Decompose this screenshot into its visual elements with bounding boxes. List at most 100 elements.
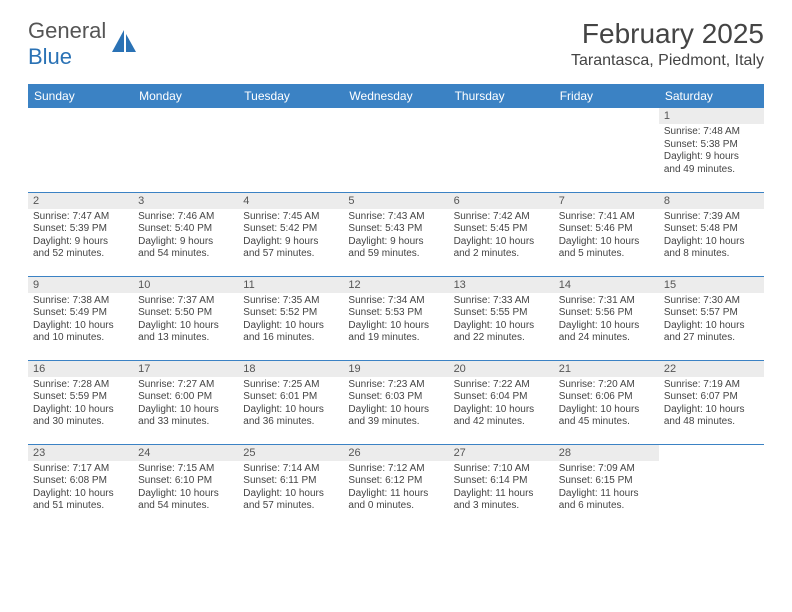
day-day1: Daylight: 10 hours xyxy=(243,320,338,333)
day-details: Sunrise: 7:27 AMSunset: 6:00 PMDaylight:… xyxy=(133,378,238,432)
day-number: 26 xyxy=(343,445,448,461)
day-sunset: Sunset: 6:07 PM xyxy=(664,391,759,404)
calendar-cell: 18Sunrise: 7:25 AMSunset: 6:01 PMDayligh… xyxy=(238,360,343,444)
calendar-cell: 9Sunrise: 7:38 AMSunset: 5:49 PMDaylight… xyxy=(28,276,133,360)
day-details: Sunrise: 7:20 AMSunset: 6:06 PMDaylight:… xyxy=(554,378,659,432)
day-details: Sunrise: 7:42 AMSunset: 5:45 PMDaylight:… xyxy=(449,210,554,264)
day-sunset: Sunset: 6:12 PM xyxy=(348,475,443,488)
day-sunset: Sunset: 5:53 PM xyxy=(348,307,443,320)
calendar-cell: 21Sunrise: 7:20 AMSunset: 6:06 PMDayligh… xyxy=(554,360,659,444)
day-day2: and 52 minutes. xyxy=(33,248,128,261)
day-details: Sunrise: 7:39 AMSunset: 5:48 PMDaylight:… xyxy=(659,210,764,264)
day-day1: Daylight: 10 hours xyxy=(664,404,759,417)
day-sunrise: Sunrise: 7:15 AM xyxy=(138,463,233,476)
day-day2: and 45 minutes. xyxy=(559,416,654,429)
day-number: 13 xyxy=(449,277,554,293)
day-sunrise: Sunrise: 7:09 AM xyxy=(559,463,654,476)
day-day2: and 6 minutes. xyxy=(559,500,654,513)
day-sunset: Sunset: 5:46 PM xyxy=(559,223,654,236)
day-header: Tuesday xyxy=(238,84,343,108)
day-sunset: Sunset: 5:50 PM xyxy=(138,307,233,320)
calendar-cell-empty xyxy=(659,444,764,528)
day-day1: Daylight: 10 hours xyxy=(664,320,759,333)
calendar-cell: 3Sunrise: 7:46 AMSunset: 5:40 PMDaylight… xyxy=(133,192,238,276)
day-sunset: Sunset: 6:04 PM xyxy=(454,391,549,404)
day-sunset: Sunset: 5:38 PM xyxy=(664,139,759,152)
day-sunset: Sunset: 5:56 PM xyxy=(559,307,654,320)
day-day1: Daylight: 10 hours xyxy=(454,404,549,417)
day-details: Sunrise: 7:47 AMSunset: 5:39 PMDaylight:… xyxy=(28,210,133,264)
day-details: Sunrise: 7:19 AMSunset: 6:07 PMDaylight:… xyxy=(659,378,764,432)
day-number: 28 xyxy=(554,445,659,461)
calendar-cell: 15Sunrise: 7:30 AMSunset: 5:57 PMDayligh… xyxy=(659,276,764,360)
day-day1: Daylight: 10 hours xyxy=(33,404,128,417)
day-number: 10 xyxy=(133,277,238,293)
day-sunrise: Sunrise: 7:33 AM xyxy=(454,295,549,308)
day-sunrise: Sunrise: 7:25 AM xyxy=(243,379,338,392)
day-number: 18 xyxy=(238,361,343,377)
calendar-cell: 5Sunrise: 7:43 AMSunset: 5:43 PMDaylight… xyxy=(343,192,448,276)
logo-text-2: Blue xyxy=(28,44,72,69)
day-sunrise: Sunrise: 7:34 AM xyxy=(348,295,443,308)
day-day1: Daylight: 10 hours xyxy=(348,404,443,417)
day-number: 8 xyxy=(659,193,764,209)
day-day2: and 5 minutes. xyxy=(559,248,654,261)
day-details: Sunrise: 7:31 AMSunset: 5:56 PMDaylight:… xyxy=(554,294,659,348)
day-day1: Daylight: 9 hours xyxy=(243,236,338,249)
day-sunset: Sunset: 6:01 PM xyxy=(243,391,338,404)
day-sunset: Sunset: 5:49 PM xyxy=(33,307,128,320)
day-details: Sunrise: 7:48 AMSunset: 5:38 PMDaylight:… xyxy=(659,125,764,179)
calendar-cell-empty xyxy=(554,108,659,192)
day-day1: Daylight: 11 hours xyxy=(559,488,654,501)
day-day1: Daylight: 10 hours xyxy=(138,488,233,501)
calendar-row: 1Sunrise: 7:48 AMSunset: 5:38 PMDaylight… xyxy=(28,108,764,192)
day-sunset: Sunset: 5:43 PM xyxy=(348,223,443,236)
day-details: Sunrise: 7:25 AMSunset: 6:01 PMDaylight:… xyxy=(238,378,343,432)
day-details: Sunrise: 7:10 AMSunset: 6:14 PMDaylight:… xyxy=(449,462,554,516)
day-details: Sunrise: 7:17 AMSunset: 6:08 PMDaylight:… xyxy=(28,462,133,516)
day-number: 4 xyxy=(238,193,343,209)
day-sunrise: Sunrise: 7:35 AM xyxy=(243,295,338,308)
day-sunset: Sunset: 6:11 PM xyxy=(243,475,338,488)
day-day2: and 30 minutes. xyxy=(33,416,128,429)
day-day2: and 59 minutes. xyxy=(348,248,443,261)
day-day2: and 24 minutes. xyxy=(559,332,654,345)
day-header: Thursday xyxy=(449,84,554,108)
day-sunset: Sunset: 5:40 PM xyxy=(138,223,233,236)
day-number: 5 xyxy=(343,193,448,209)
calendar-cell: 10Sunrise: 7:37 AMSunset: 5:50 PMDayligh… xyxy=(133,276,238,360)
calendar-cell: 27Sunrise: 7:10 AMSunset: 6:14 PMDayligh… xyxy=(449,444,554,528)
calendar-cell-empty xyxy=(28,108,133,192)
day-day2: and 19 minutes. xyxy=(348,332,443,345)
day-details: Sunrise: 7:14 AMSunset: 6:11 PMDaylight:… xyxy=(238,462,343,516)
calendar-cell-empty xyxy=(238,108,343,192)
day-sunset: Sunset: 5:52 PM xyxy=(243,307,338,320)
day-sunrise: Sunrise: 7:37 AM xyxy=(138,295,233,308)
day-details: Sunrise: 7:37 AMSunset: 5:50 PMDaylight:… xyxy=(133,294,238,348)
day-sunrise: Sunrise: 7:22 AM xyxy=(454,379,549,392)
day-day2: and 10 minutes. xyxy=(33,332,128,345)
day-sunset: Sunset: 6:03 PM xyxy=(348,391,443,404)
day-number: 16 xyxy=(28,361,133,377)
day-details: Sunrise: 7:30 AMSunset: 5:57 PMDaylight:… xyxy=(659,294,764,348)
day-day2: and 33 minutes. xyxy=(138,416,233,429)
day-day1: Daylight: 9 hours xyxy=(138,236,233,249)
day-sunset: Sunset: 6:06 PM xyxy=(559,391,654,404)
day-day1: Daylight: 10 hours xyxy=(33,488,128,501)
day-sunrise: Sunrise: 7:10 AM xyxy=(454,463,549,476)
day-sunset: Sunset: 5:59 PM xyxy=(33,391,128,404)
day-number: 22 xyxy=(659,361,764,377)
day-day1: Daylight: 9 hours xyxy=(33,236,128,249)
day-details: Sunrise: 7:28 AMSunset: 5:59 PMDaylight:… xyxy=(28,378,133,432)
calendar-cell: 19Sunrise: 7:23 AMSunset: 6:03 PMDayligh… xyxy=(343,360,448,444)
calendar-cell: 23Sunrise: 7:17 AMSunset: 6:08 PMDayligh… xyxy=(28,444,133,528)
day-day2: and 42 minutes. xyxy=(454,416,549,429)
day-number: 3 xyxy=(133,193,238,209)
day-sunset: Sunset: 5:39 PM xyxy=(33,223,128,236)
calendar-cell: 16Sunrise: 7:28 AMSunset: 5:59 PMDayligh… xyxy=(28,360,133,444)
day-day1: Daylight: 10 hours xyxy=(559,236,654,249)
day-day1: Daylight: 10 hours xyxy=(454,236,549,249)
calendar-cell: 11Sunrise: 7:35 AMSunset: 5:52 PMDayligh… xyxy=(238,276,343,360)
day-number: 14 xyxy=(554,277,659,293)
day-sunrise: Sunrise: 7:48 AM xyxy=(664,126,759,139)
